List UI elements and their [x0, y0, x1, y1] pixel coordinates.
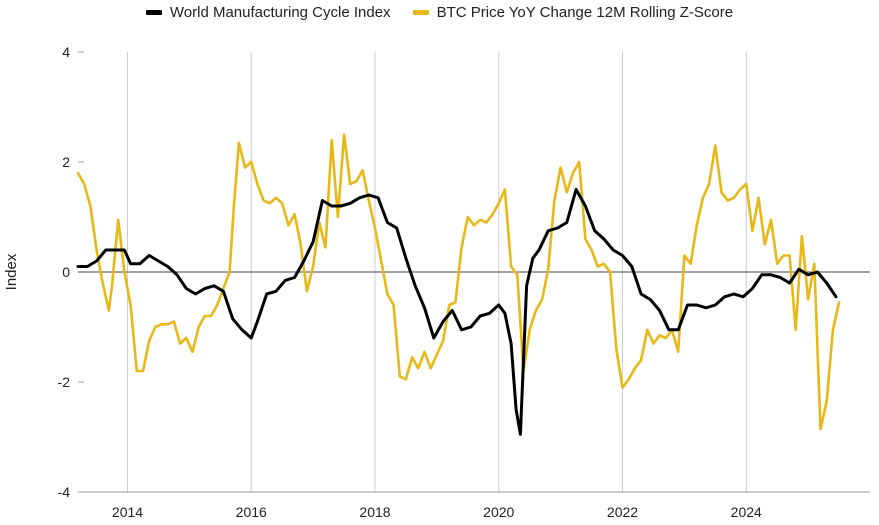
legend-item-manufacturing: World Manufacturing Cycle Index: [145, 4, 391, 21]
x-tick-label-2016: 2016: [236, 504, 267, 520]
x-tick-label-2024: 2024: [731, 504, 762, 520]
y-tick-label--2: -2: [58, 374, 71, 390]
legend-item-btc: BTC Price YoY Change 12M Rolling Z-Score: [412, 4, 734, 21]
axes: [78, 51, 870, 493]
y-tick-label--4: -4: [58, 484, 71, 500]
series-group: [76, 133, 841, 436]
series-line-btc: [76, 133, 841, 431]
legend-swatch-black: [145, 10, 162, 15]
x-tick-label-2014: 2014: [112, 504, 143, 520]
x-tick-label-2018: 2018: [359, 504, 390, 520]
y-tick-label-2: 2: [62, 154, 70, 170]
legend-label-manufacturing: World Manufacturing Cycle Index: [169, 4, 391, 21]
x-tick-label-2020: 2020: [483, 504, 514, 520]
legend-swatch-gold: [412, 10, 429, 15]
legend: World Manufacturing Cycle Index BTC Pric…: [0, 4, 879, 21]
x-tick-label-2022: 2022: [607, 504, 638, 520]
y-axis-label: Index: [3, 253, 20, 290]
y-tick-label-4: 4: [62, 44, 70, 60]
tick-labels: 2014 2016 2018 2020 2022 2024 4 2 0 -2 -4: [58, 44, 762, 520]
legend-label-btc: BTC Price YoY Change 12M Rolling Z-Score: [436, 4, 734, 21]
y-tick-label-0: 0: [62, 264, 70, 280]
series-line-manufacturing: [76, 188, 838, 436]
